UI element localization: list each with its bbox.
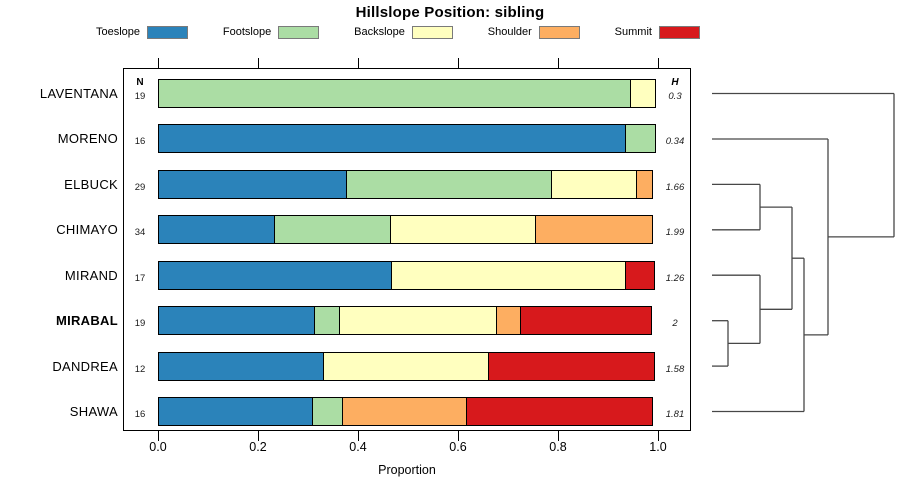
legend-label: Toeslope (96, 26, 141, 38)
legend-label: Backslope (354, 26, 405, 38)
stacked-bar-elbuck (158, 170, 658, 199)
n-value: 34 (134, 227, 146, 238)
bar-segment-shoulder (342, 397, 468, 426)
bar-segment-shoulder (635, 170, 654, 199)
bar-segment-toeslope (158, 306, 316, 335)
legend-item-backslope: Backslope (354, 25, 453, 39)
h-column-header: H (671, 77, 679, 88)
footslope-color-swatch (278, 25, 320, 39)
legend: Toeslope Footslope Backslope Shoulder Summit (96, 23, 700, 41)
row-label-laventana: LAVENTANA (39, 86, 118, 101)
x-tick-label: 0.6 (449, 440, 467, 454)
bar-segment-footslope (625, 124, 657, 153)
stacked-bar-dandrea (158, 352, 658, 381)
legend-label: Summit (614, 26, 652, 38)
bar-segment-toeslope (158, 261, 393, 290)
row-label-chimayo: CHIMAYO (56, 222, 118, 237)
bar-segment-summit (625, 261, 655, 290)
h-value: 0.34 (665, 136, 685, 147)
top-axis-tick (458, 58, 460, 68)
legend-item-summit: Summit (614, 25, 700, 39)
bar-segment-backslope (322, 352, 490, 381)
stacked-bar-chimayo (158, 215, 658, 244)
bar-segment-summit (520, 306, 652, 335)
legend-label: Footslope (222, 26, 272, 38)
n-value: 16 (134, 136, 146, 147)
bar-segment-shoulder (535, 215, 654, 244)
bar-segment-toeslope (158, 397, 314, 426)
n-column-header: N (136, 77, 144, 88)
x-tick-label: 0.4 (349, 440, 367, 454)
bottom-axis-tick (358, 431, 360, 441)
bar-segment-toeslope (158, 124, 627, 153)
h-value: 2 (672, 318, 678, 329)
bar-segment-toeslope (158, 352, 325, 381)
h-value: 1.58 (665, 364, 685, 375)
stacked-bar-moreno (158, 124, 658, 153)
bottom-axis-tick (158, 431, 160, 441)
legend-item-shoulder: Shoulder (487, 25, 580, 39)
bar-segment-footslope (158, 79, 632, 108)
bar-segment-backslope (389, 215, 537, 244)
row-label-dandrea: DANDREA (52, 359, 118, 374)
stacked-bar-mirand (158, 261, 658, 290)
toeslope-color-swatch (147, 25, 189, 39)
bar-segment-backslope (391, 261, 627, 290)
n-value: 19 (134, 318, 146, 329)
bar-segment-footslope (345, 170, 553, 199)
shoulder-color-swatch (538, 25, 580, 39)
legend-item-toeslope: Toeslope (96, 25, 189, 39)
n-value: 16 (134, 409, 146, 420)
chart-title: Hillslope Position: sibling (355, 4, 545, 21)
row-label-mirand: MIRAND (64, 268, 118, 283)
row-label-moreno: MORENO (57, 131, 118, 146)
top-axis-tick (258, 58, 260, 68)
h-value: 1.81 (665, 409, 685, 420)
x-axis-label: Proportion (378, 463, 436, 477)
legend-label: Shoulder (487, 26, 532, 38)
n-value: 12 (134, 364, 146, 375)
bar-segment-summit (465, 397, 654, 426)
x-tick-label: 0.2 (249, 440, 267, 454)
stacked-bar-mirabal (158, 306, 658, 335)
h-value: 1.99 (665, 227, 685, 238)
x-tick-label: 0.8 (549, 440, 567, 454)
h-value: 1.66 (665, 182, 685, 193)
top-axis-tick (158, 58, 160, 68)
n-value: 29 (134, 182, 146, 193)
x-tick-label: 1.0 (649, 440, 667, 454)
x-tick-label: 0.0 (149, 440, 167, 454)
bar-segment-footslope (314, 306, 341, 335)
n-value: 19 (134, 91, 146, 102)
h-value: 0.3 (668, 91, 682, 102)
top-axis-tick (558, 58, 560, 68)
bar-segment-backslope (629, 79, 657, 108)
bottom-axis-tick (558, 431, 560, 441)
stacked-bar-laventana (158, 79, 658, 108)
top-axis-tick (658, 58, 660, 68)
bottom-axis-tick (258, 431, 260, 441)
row-label-mirabal: MIRABAL (55, 313, 118, 328)
summit-color-swatch (658, 25, 700, 39)
bar-segment-toeslope (158, 170, 348, 199)
bar-segment-backslope (551, 170, 638, 199)
bottom-axis-tick (658, 431, 660, 441)
n-value: 17 (134, 273, 146, 284)
bar-segment-toeslope (158, 215, 276, 244)
top-axis-tick (358, 58, 360, 68)
bar-segment-summit (487, 352, 655, 381)
row-label-shawa: SHAWA (69, 404, 118, 419)
legend-item-footslope: Footslope (222, 25, 320, 39)
backslope-color-swatch (411, 25, 453, 39)
bottom-axis-tick (458, 431, 460, 441)
row-label-elbuck: ELBUCK (64, 177, 118, 192)
h-value: 1.26 (665, 273, 685, 284)
bar-segment-shoulder (495, 306, 522, 335)
bar-segment-footslope (273, 215, 392, 244)
stacked-bar-shawa (158, 397, 658, 426)
